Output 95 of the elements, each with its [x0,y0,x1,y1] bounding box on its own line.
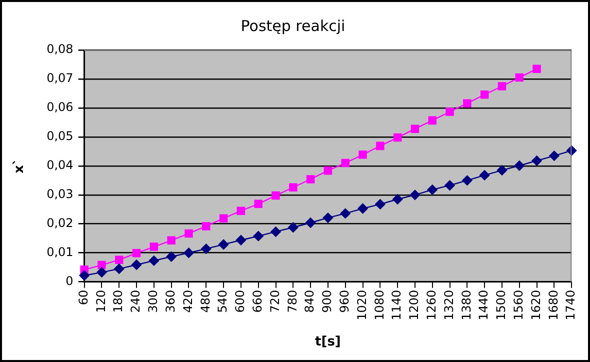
x-tick-label: 1260 [424,290,438,320]
x-tick-label: 1380 [459,290,474,320]
x-tick-label: 480 [198,290,212,313]
point [148,256,160,266]
point [288,222,298,232]
point [515,73,524,82]
point [114,264,124,274]
point [289,183,298,192]
y-tick-label: 0 [66,274,74,288]
point [427,184,438,195]
point [358,203,368,214]
x-tick-label: 1020 [354,290,369,320]
point [392,194,403,204]
chart-title: Postęp reakcji [240,16,346,35]
point [393,133,402,142]
point [410,190,420,200]
point [463,99,472,108]
point [184,248,194,258]
y-tick-label: 0,01 [46,245,74,260]
x-tick-label: 900 [320,290,334,313]
y-tick-label: 0,08 [46,42,74,56]
x-tick-label: 60 [76,290,90,306]
point [341,158,350,168]
x-tick-label: 1200 [407,290,422,320]
point [549,150,560,161]
point [480,90,489,99]
x-tick-label: 1140 [390,290,404,320]
point [218,239,229,250]
x-tick-label: 1080 [372,290,386,320]
x-tick-label: 660 [250,290,264,313]
y-tick-label: 0,07 [46,71,74,86]
point [532,156,542,166]
point [236,206,246,215]
x-tick-label: 840 [302,290,317,313]
point [132,249,141,258]
point [254,200,262,208]
x-tick-label: 1740 [564,290,578,320]
x-tick-label: 360 [163,290,178,313]
y-axis-title: x` [12,158,28,174]
point [324,166,332,175]
x-tick-label: 180 [111,290,126,313]
point [166,252,176,262]
x-axis-title: t[s] [315,334,341,350]
point [184,229,193,238]
x-tick-label: 1500 [494,290,508,320]
point [340,208,350,219]
x-tick-label: 780 [285,290,300,313]
x-tick-label: 540 [216,290,230,313]
point [201,244,212,254]
y-tick-label: 0,04 [46,158,74,172]
point [167,236,176,245]
point [532,64,541,73]
point [98,260,106,270]
point [376,142,384,150]
point [306,175,315,184]
point [219,214,228,223]
x-tick-label: 420 [180,290,195,313]
x-tick-label: 960 [337,290,352,313]
x-tick-label: 1680 [546,290,560,320]
point [150,242,158,251]
point [462,175,472,186]
point [479,170,490,180]
point [236,235,246,246]
y-tick-label: 0,03 [46,187,74,202]
x-tick-label: 1440 [476,290,491,320]
point [496,165,508,176]
point [410,124,420,133]
point [444,180,455,190]
x-tick-label: 720 [268,290,282,313]
y-tick-label: 0,05 [46,129,74,144]
y-tick-label: 0,06 [46,100,74,114]
point [79,270,90,281]
x-tick-label: 1320 [442,290,456,320]
point [270,226,281,237]
point [202,222,210,230]
x-tick-label: 300 [146,290,160,313]
point [253,230,264,242]
point [114,256,124,264]
point [358,150,367,159]
point [131,260,142,270]
point [272,191,280,200]
x-tick-label: 120 [94,290,108,313]
point [514,160,524,171]
point [96,267,107,278]
point [375,199,386,210]
point [446,108,454,116]
point [498,82,506,90]
point [305,218,316,228]
x-tick-label: 240 [128,290,143,313]
y-tick-label: 0,02 [46,216,74,230]
x-tick-label: 600 [233,290,248,313]
x-tick-label: 1620 [528,290,543,320]
point [428,116,437,125]
point [322,212,334,223]
x-tick-label: 1560 [512,290,526,320]
